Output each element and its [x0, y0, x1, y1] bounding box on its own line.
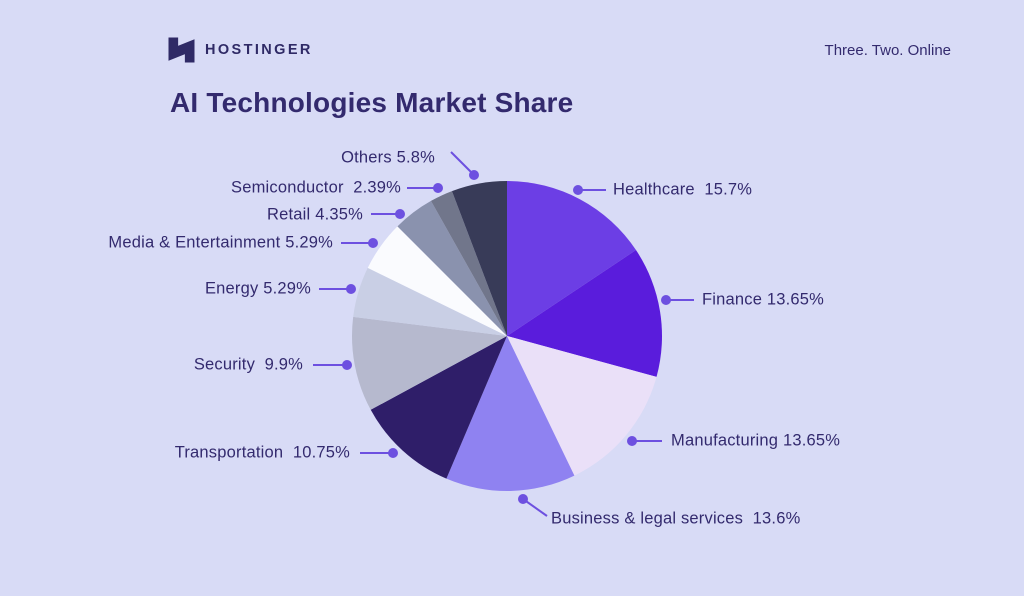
header-tagline: Three. Two. Online — [824, 42, 951, 59]
slice-label-energy: Energy 5.29% — [204, 279, 311, 298]
pie-slice-healthcare — [507, 181, 636, 336]
slice-label-business-legal-services: Business & legal services 13.6% — [551, 509, 801, 528]
pie-slice-manufacturing — [507, 336, 657, 476]
leader-dot-manufacturing — [627, 436, 637, 446]
hostinger-logo-icon — [168, 37, 195, 63]
slice-label-transportation: Transportation 10.75% — [174, 443, 350, 462]
leader-dot-others — [469, 170, 479, 180]
slice-label-others: Others 5.8% — [341, 148, 435, 167]
hostinger-logo: HOSTINGER — [168, 37, 313, 63]
slice-label-semiconductor: Semiconductor 2.39% — [230, 178, 401, 197]
pie-slice-finance — [507, 250, 663, 377]
slice-label-retail: Retail 4.35% — [267, 205, 363, 224]
pie-slice-security — [352, 316, 507, 410]
pie-slice-transportation — [370, 336, 507, 479]
slice-label-security: Security 9.9% — [193, 355, 303, 374]
pie-slice-business-legal-services — [446, 336, 575, 491]
leader-dot-retail — [395, 209, 405, 219]
leader-line-others — [450, 151, 475, 176]
leader-dot-business-legal-services — [518, 494, 528, 504]
hostinger-logo-text: HOSTINGER — [205, 42, 313, 58]
leader-dot-security — [342, 360, 352, 370]
leader-dot-media-entertainment — [368, 238, 378, 248]
slice-label-manufacturing: Manufacturing 13.65% — [671, 431, 841, 450]
leader-dot-energy — [346, 284, 356, 294]
pie-slice-media-entertainment — [367, 226, 507, 336]
page-title: AI Technologies Market Share — [170, 87, 574, 118]
slice-label-media-entertainment: Media & Entertainment 5.29% — [108, 233, 333, 252]
leader-dot-semiconductor — [433, 183, 443, 193]
leader-dot-healthcare — [573, 185, 583, 195]
pie-slice-others — [451, 181, 507, 336]
leader-dot-transportation — [388, 448, 398, 458]
slice-label-finance: Finance 13.65% — [702, 290, 825, 309]
header: HOSTINGER Three. Two. Online — [0, 0, 1024, 70]
slice-label-healthcare: Healthcare 15.7% — [613, 180, 753, 199]
pie-slice-semiconductor — [430, 191, 507, 336]
pie-slice-energy — [353, 267, 507, 336]
leader-dot-finance — [661, 295, 671, 305]
pie-slice-retail — [397, 200, 507, 336]
